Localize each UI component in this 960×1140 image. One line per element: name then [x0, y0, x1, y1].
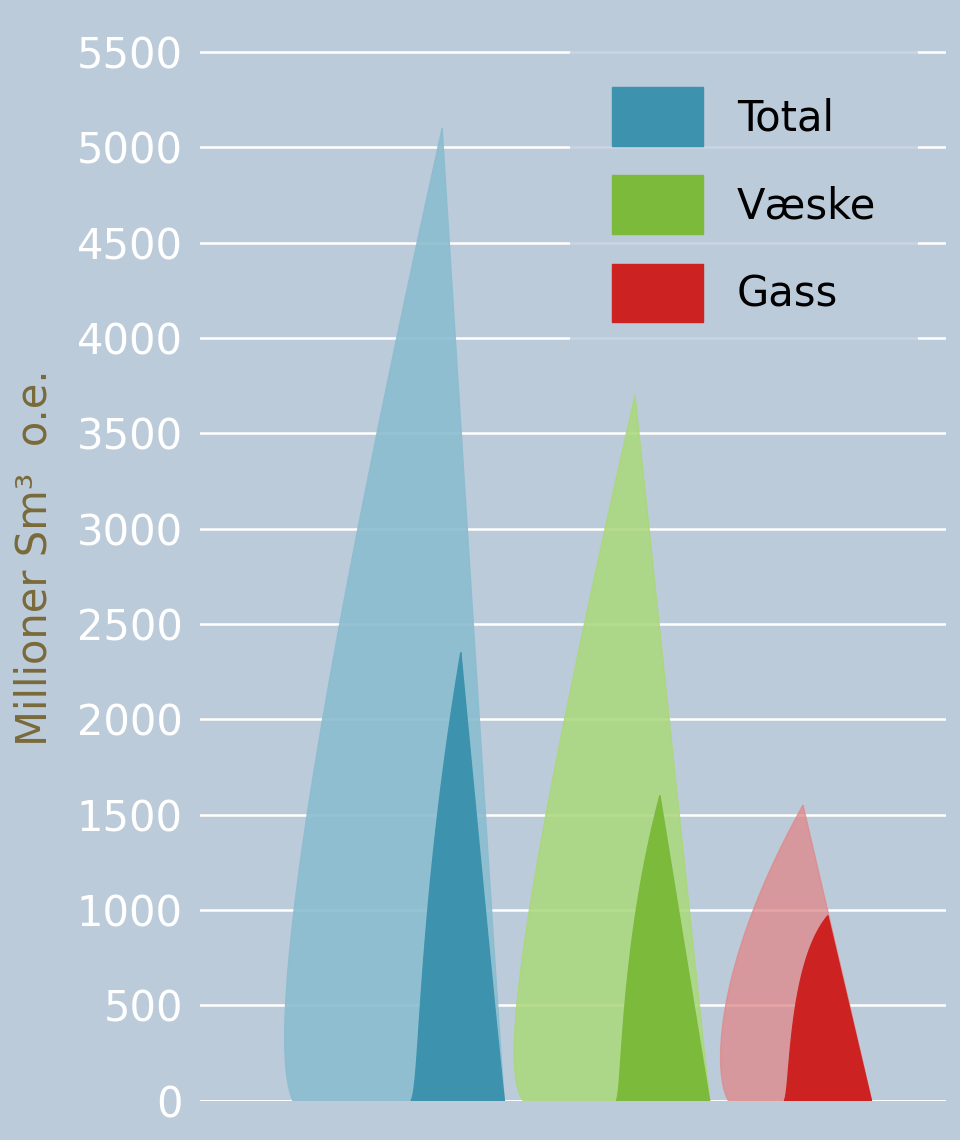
Polygon shape [784, 915, 872, 1100]
Polygon shape [721, 805, 872, 1100]
Polygon shape [616, 796, 709, 1100]
Polygon shape [285, 129, 504, 1100]
Polygon shape [411, 652, 504, 1100]
Polygon shape [515, 396, 709, 1100]
Y-axis label: Millioner Sm³  o.e.: Millioner Sm³ o.e. [13, 369, 56, 746]
Legend: Total, Væske, Gass: Total, Væske, Gass [570, 46, 918, 364]
